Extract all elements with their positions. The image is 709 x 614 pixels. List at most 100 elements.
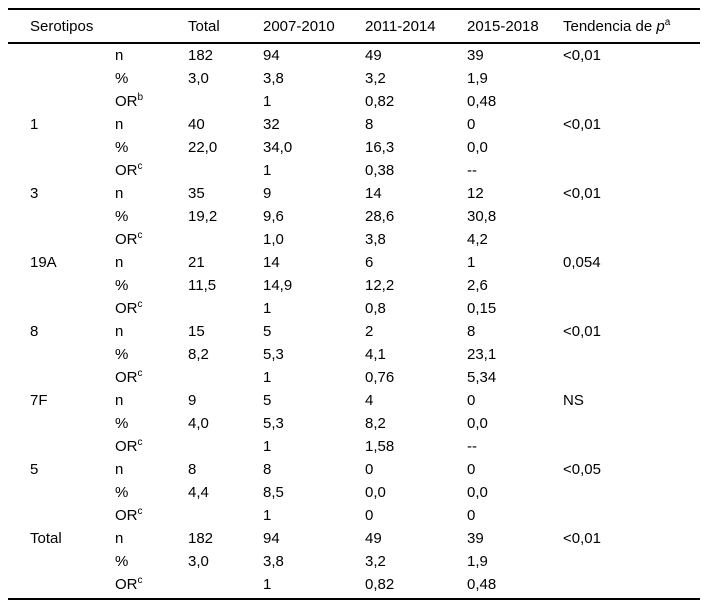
- table-row: % 8,2 5,3 4,1 23,1: [8, 343, 700, 366]
- value-cell: [188, 90, 263, 113]
- stat-label-cell: ORc: [115, 573, 188, 596]
- serotype-cell: [8, 435, 115, 458]
- value-cell: 0,0: [365, 484, 386, 501]
- value-cell: 15: [188, 323, 205, 340]
- value-cell: 39: [467, 530, 484, 547]
- value-cell: 1,9: [467, 553, 488, 570]
- stat-label-cell: ORc: [115, 297, 188, 320]
- value-cell: 32: [263, 116, 280, 133]
- serotype-cell: [8, 481, 115, 504]
- value-cell: 182: [188, 47, 214, 64]
- stat-label: n: [115, 47, 124, 64]
- trend-cell: [563, 343, 700, 366]
- value-cell: [188, 366, 263, 389]
- value-cell: 40: [188, 116, 205, 133]
- serotype-cell: [8, 90, 115, 113]
- stat-label-cell: %: [115, 412, 188, 435]
- value-cell: 8,2: [188, 346, 209, 363]
- value-cell: 2: [365, 323, 374, 340]
- value-cell: 3,0: [188, 553, 209, 570]
- stat-label: %: [115, 484, 129, 501]
- stat-label: n: [115, 116, 124, 133]
- value-cell: 28,6: [365, 208, 395, 225]
- value-cell: 8: [263, 461, 272, 478]
- stat-label: %: [115, 553, 129, 570]
- value-cell: 30,8: [467, 208, 497, 225]
- value-cell: [188, 504, 263, 527]
- table-row: ORc 1,0 3,8 4,2: [8, 228, 700, 251]
- stat-label-cell: n: [115, 182, 188, 205]
- value-cell: 1: [263, 576, 272, 593]
- table-row: ORc 1 0,38 --: [8, 159, 700, 182]
- value-cell: 11,5: [188, 277, 217, 294]
- value-cell: 35: [188, 185, 205, 202]
- value-cell: 1: [263, 162, 272, 179]
- value-cell: 0: [365, 461, 374, 478]
- or-footnote-marker: c: [137, 437, 143, 448]
- serotype-cell: 1: [30, 116, 39, 133]
- value-cell: [188, 297, 263, 320]
- trend-cell: [563, 481, 700, 504]
- value-cell: 94: [263, 47, 280, 64]
- stat-label: %: [115, 70, 129, 87]
- serotype-cell: [8, 67, 115, 90]
- value-cell: 4,2: [467, 231, 488, 248]
- serotype-cell: [8, 343, 115, 366]
- value-cell: 0,76: [365, 369, 395, 386]
- value-cell: 14,9: [263, 277, 293, 294]
- stat-label: OR: [115, 231, 138, 248]
- value-cell: 9,6: [263, 208, 284, 225]
- value-cell: 0,82: [365, 93, 395, 110]
- value-cell: 94: [263, 530, 280, 547]
- stat-label: n: [115, 323, 124, 340]
- stat-label-cell: ORb: [115, 90, 188, 113]
- or-footnote-marker: c: [137, 161, 143, 172]
- value-cell: 8: [467, 323, 476, 340]
- table-row: 1 n 40 32 8 0 <0,01: [8, 113, 700, 136]
- table-row: 8 n 15 5 2 8 <0,01: [8, 320, 700, 343]
- serotype-cell: [8, 297, 115, 320]
- header-trend-footnote-marker: a: [664, 16, 671, 28]
- value-cell: 0,0: [467, 484, 488, 501]
- value-cell: [188, 435, 263, 458]
- value-cell: 39: [467, 47, 484, 64]
- header-row: Serotipos Total 2007-2010 2011-2014 2015…: [8, 10, 700, 44]
- value-cell: 1: [263, 507, 272, 524]
- value-cell: 12,2: [365, 277, 395, 294]
- value-cell: 8: [365, 116, 374, 133]
- trend-cell: [563, 550, 700, 573]
- header-period-2015-2018: 2015-2018: [467, 10, 563, 44]
- stat-label: %: [115, 208, 129, 225]
- stat-label-cell: %: [115, 550, 188, 573]
- trend-cell: [563, 366, 700, 389]
- trend-cell: 0,054: [563, 254, 601, 271]
- value-cell: 12: [467, 185, 484, 202]
- serotype-cell: [8, 366, 115, 389]
- value-cell: 49: [365, 530, 382, 547]
- table-row: ORc 1 0 0: [8, 504, 700, 527]
- trend-cell: [563, 573, 700, 596]
- serotype-cell: 3: [30, 185, 39, 202]
- trend-cell: <0,01: [563, 185, 601, 202]
- serotype-cell: [8, 412, 115, 435]
- serotype-cell: 7F: [30, 392, 48, 409]
- value-cell: 4: [365, 392, 374, 409]
- trend-cell: <0,05: [563, 461, 601, 478]
- or-footnote-marker: c: [137, 299, 143, 310]
- stat-label-cell: n: [115, 113, 188, 136]
- trend-cell: [563, 67, 700, 90]
- value-cell: 9: [263, 185, 272, 202]
- value-cell: 3,2: [365, 70, 386, 87]
- table-row: % 3,0 3,8 3,2 1,9: [8, 67, 700, 90]
- value-cell: 5,3: [263, 346, 284, 363]
- header-period-2007-2010: 2007-2010: [263, 10, 365, 44]
- trend-cell: [563, 159, 700, 182]
- stat-label-cell: ORc: [115, 366, 188, 389]
- value-cell: 14: [263, 254, 280, 271]
- stat-label: n: [115, 254, 124, 271]
- value-cell: 8,5: [263, 484, 284, 501]
- value-cell: 0: [467, 507, 476, 524]
- stat-label-cell: ORc: [115, 504, 188, 527]
- value-cell: 3,2: [365, 553, 386, 570]
- stat-label-cell: ORc: [115, 435, 188, 458]
